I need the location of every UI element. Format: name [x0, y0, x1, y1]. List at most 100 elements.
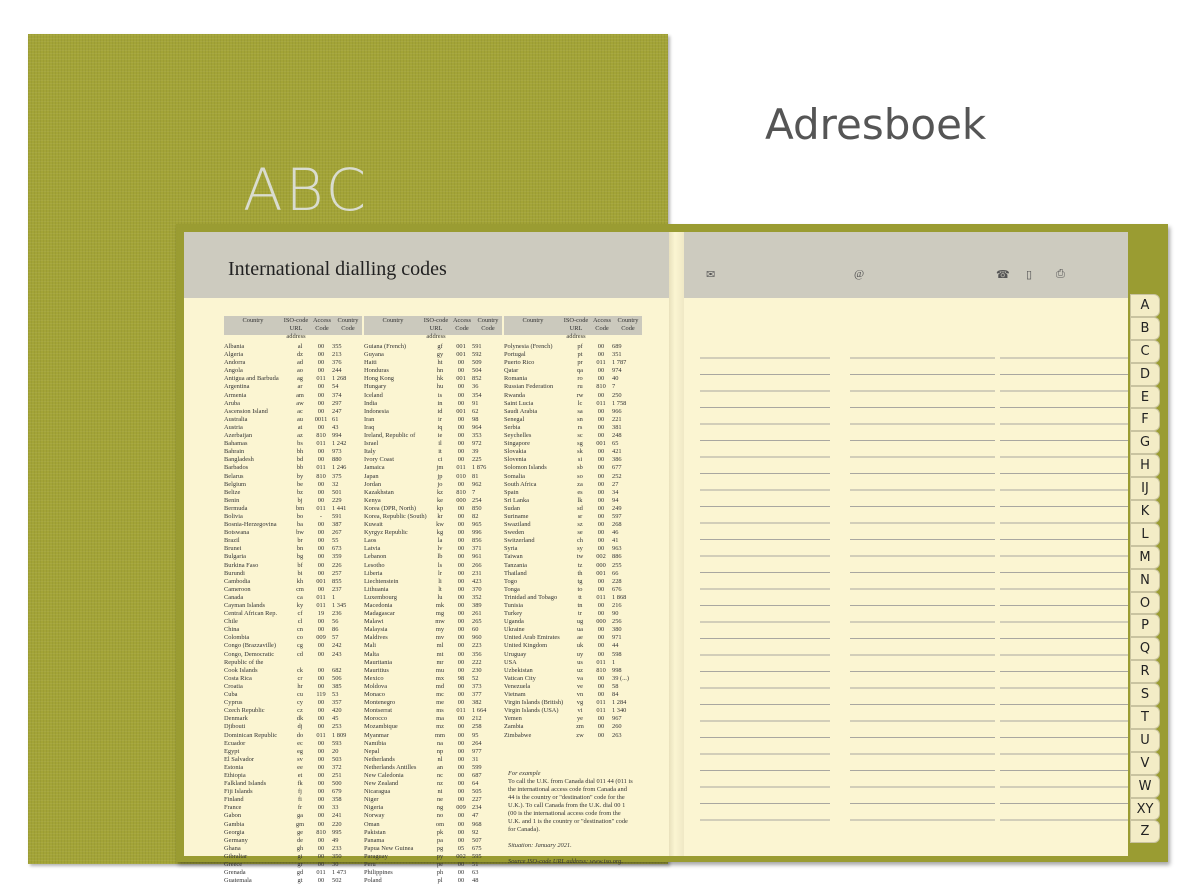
line-column[interactable] — [850, 342, 995, 827]
iso-code: mg — [435, 610, 445, 618]
iso-code: ph — [436, 869, 444, 877]
iso-code: pg — [436, 844, 444, 852]
country-code: 963 — [612, 545, 622, 553]
tab-h[interactable]: H — [1130, 454, 1160, 478]
tab-t[interactable]: T — [1130, 706, 1160, 729]
tab-l[interactable]: L — [1130, 522, 1160, 546]
access-code: 00 — [597, 367, 605, 375]
table-row: Argentina ar 00 54 — [224, 383, 362, 391]
country-code: 974 — [612, 367, 622, 375]
access-code: 00 — [317, 861, 325, 868]
table-row: Zambia zm 00 260 — [504, 723, 642, 731]
table-row: El Salvador sv 00 503 — [224, 756, 362, 764]
country-code: 1 809 — [332, 731, 347, 739]
country: Croatia — [224, 682, 243, 690]
line-column[interactable] — [700, 342, 830, 827]
tab-s[interactable]: S — [1130, 683, 1160, 707]
iso-code: ca — [297, 593, 303, 601]
tab-m[interactable]: M — [1130, 545, 1160, 569]
tab-d[interactable]: D — [1130, 362, 1160, 386]
tab-f[interactable]: F — [1130, 408, 1160, 432]
iso-code: to — [577, 585, 583, 593]
iso-code: nz — [436, 780, 444, 788]
access-code: 00 — [457, 577, 465, 585]
country-code: 213 — [332, 351, 342, 359]
country-code: 503 — [332, 755, 342, 763]
tab-c[interactable]: C — [1130, 339, 1160, 363]
iso-code: me — [436, 699, 444, 707]
iso-code: vi — [577, 707, 583, 715]
access-code: 00 — [457, 399, 465, 407]
iso-code: ec — [297, 739, 303, 747]
table-row: Thailand th 001 66 — [504, 570, 642, 578]
access-code: 00 — [457, 456, 465, 464]
country: Namibia — [364, 739, 387, 747]
iso-code: bd — [296, 456, 304, 464]
tab-n[interactable]: N — [1130, 568, 1160, 592]
iso-code: gr — [297, 861, 303, 868]
tab-v[interactable]: V — [1130, 751, 1160, 775]
country: Turkey — [504, 610, 523, 618]
country-code: 27 — [612, 480, 619, 488]
access-code: 00 — [457, 391, 465, 399]
iso-code: cn — [296, 626, 304, 634]
table-column: Country ISO-code URL address Access Code Co… — [364, 316, 502, 885]
iso-code: ch — [576, 537, 584, 545]
tab-e[interactable]: E — [1130, 385, 1160, 409]
tab-b[interactable]: B — [1130, 316, 1160, 340]
table-row: Congo (Brazzaville) cg 00 242 — [224, 642, 362, 650]
access-code: 011 — [596, 707, 606, 715]
access-code: 00 — [597, 529, 605, 537]
tab-ij[interactable]: IJ — [1130, 477, 1160, 501]
iso-code: ls — [437, 561, 443, 569]
country-code: 260 — [612, 723, 622, 731]
country-code: 995 — [332, 828, 342, 836]
tab-g[interactable]: G — [1130, 431, 1160, 455]
iso-code: fk — [297, 780, 303, 788]
iso-code: mm — [435, 731, 445, 739]
table-row: Belgium be 00 32 — [224, 481, 362, 489]
table-row: Aruba aw 00 297 — [224, 400, 362, 408]
access-code: 00 — [317, 836, 325, 844]
country: Belize — [224, 488, 241, 496]
country: Puerto Rico — [504, 359, 535, 367]
country: Thailand — [504, 569, 527, 577]
iso-code: th — [577, 569, 583, 577]
table-row: Niger ne 00 227 — [364, 796, 502, 804]
table-row: Tanzania tz 000 255 — [504, 562, 642, 570]
country: Belgium — [224, 480, 247, 488]
table-row: Peru pe 00 51 — [364, 861, 502, 869]
tab-o[interactable]: O — [1130, 591, 1160, 615]
country: Uganda — [504, 618, 524, 626]
access-code: 00 — [317, 480, 325, 488]
access-code: 00 — [457, 699, 465, 707]
tab-p[interactable]: P — [1130, 614, 1160, 638]
table-row: Korea (DPR, North) kp 00 850 — [364, 505, 502, 513]
country: Tunisia — [504, 602, 523, 609]
table-row: Liberia lr 00 231 — [364, 570, 502, 578]
access-code: 00 — [317, 699, 325, 707]
tab-z[interactable]: Z — [1130, 820, 1160, 844]
tab-w[interactable]: W — [1130, 774, 1160, 798]
access-code: 00 — [597, 456, 605, 464]
access-code: 00 — [597, 432, 605, 440]
country: Albania — [224, 343, 245, 350]
table-row: Lithuania lt 00 370 — [364, 586, 502, 594]
iso-code: uz — [576, 666, 584, 674]
access-code: 011 — [316, 504, 326, 512]
table-row: Venezuela ve 00 58 — [504, 683, 642, 691]
iso-code: tt — [578, 593, 582, 601]
tab-k[interactable]: K — [1130, 500, 1160, 523]
table-row: Brunei bn 00 673 — [224, 545, 362, 553]
tab-xy[interactable]: XY — [1130, 797, 1160, 821]
access-code: 00 — [457, 512, 465, 520]
tab-a[interactable]: A — [1130, 294, 1160, 317]
tab-u[interactable]: U — [1130, 728, 1160, 752]
country-code: 673 — [332, 545, 342, 553]
tab-q[interactable]: Q — [1130, 637, 1160, 661]
iso-code: ck — [296, 666, 304, 674]
country-code: 357 — [332, 699, 342, 707]
line-column[interactable] — [1000, 342, 1128, 827]
country: Ethiopia — [224, 771, 246, 779]
tab-r[interactable]: R — [1130, 660, 1160, 684]
